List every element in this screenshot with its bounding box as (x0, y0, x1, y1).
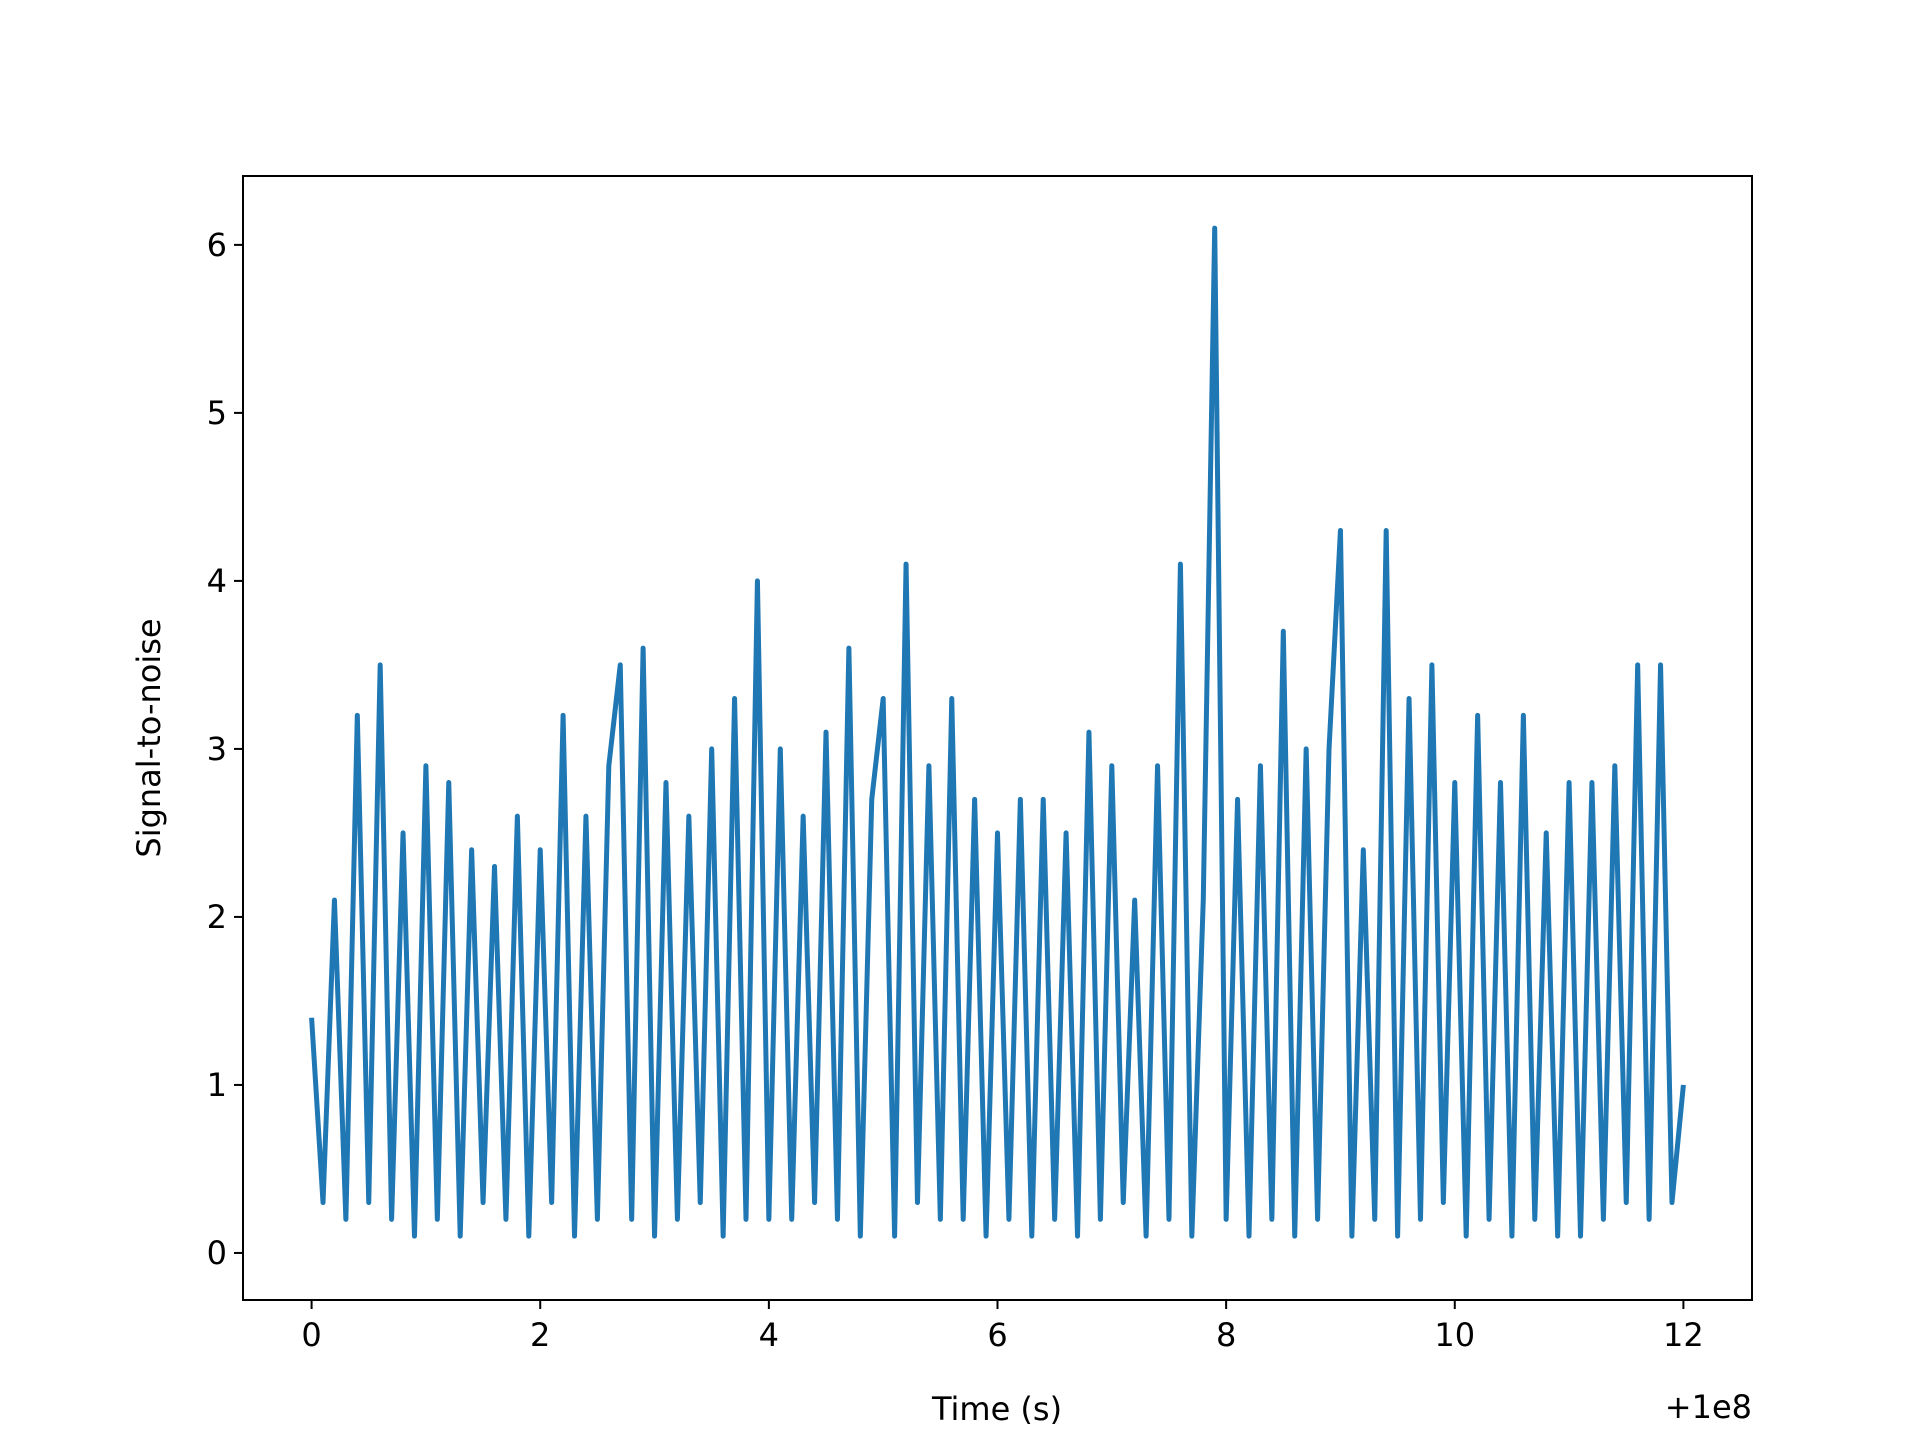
x-axis-label: Time (s) (931, 1390, 1062, 1428)
x-tick-label: 10 (1434, 1316, 1475, 1354)
x-tick-label: 0 (301, 1316, 321, 1354)
y-tick-label: 6 (207, 226, 227, 264)
y-tick-label: 2 (207, 898, 227, 936)
x-tick-label: 12 (1663, 1316, 1704, 1354)
y-tick-label: 0 (207, 1234, 227, 1272)
y-tick-label: 5 (207, 394, 227, 432)
y-axis-label: Signal-to-noise (130, 618, 168, 857)
y-tick-label: 1 (207, 1066, 227, 1104)
x-tick-label: 4 (759, 1316, 779, 1354)
y-tick-label: 3 (207, 730, 227, 768)
x-tick-label: 8 (1216, 1316, 1236, 1354)
data-line (309, 225, 1686, 1239)
x-tick-label: 2 (530, 1316, 550, 1354)
y-tick-label: 4 (207, 562, 227, 600)
x-offset-label: +1e8 (1665, 1388, 1752, 1426)
x-tick-label: 6 (987, 1316, 1007, 1354)
